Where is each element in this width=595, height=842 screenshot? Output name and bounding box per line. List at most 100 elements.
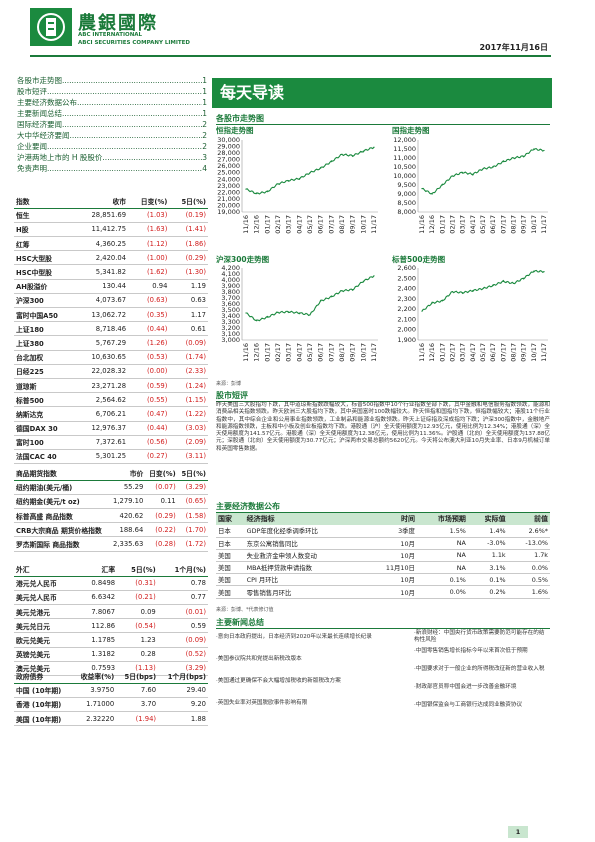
fx-row: 欧元兑美元 1.1785 1.23 (0.09) <box>14 632 208 648</box>
x-tick-label: 11/16 <box>242 343 250 362</box>
data-point <box>352 155 354 157</box>
data-point <box>523 277 525 279</box>
y-tick-label: 3,500 <box>221 306 240 314</box>
cell-value: 2.6%* <box>507 525 550 538</box>
fx-row: 英镑兑美元 1.3182 0.28 (0.52) <box>14 647 208 662</box>
x-tick-label: 02/17 <box>449 215 457 234</box>
data-point <box>288 311 290 313</box>
toc-item[interactable]: 免责声明 4 <box>17 163 207 174</box>
header-divider <box>30 55 551 57</box>
commodity-row: CRB大宗商品 期货价格指数 188.64 (0.22) (1.70) <box>14 522 208 538</box>
cell-value: 零售销售月环比 <box>244 585 365 599</box>
cell-value: (1.86) <box>169 236 208 252</box>
cell-value: (0.09) <box>169 335 208 351</box>
row-label: 富时中国A50 <box>14 307 76 323</box>
data-point <box>362 150 364 152</box>
toc-item[interactable]: 大中华经济要闻 2 <box>17 130 207 141</box>
x-tick-label: 08/17 <box>338 343 346 362</box>
cell-value: 0.0% <box>416 585 468 599</box>
column-header: 国家 <box>216 513 245 525</box>
row-label: 日本 <box>216 525 245 538</box>
fx-row: 港元兑人民币 0.8498 (0.31) 0.78 <box>14 576 208 591</box>
cell-value: 22,028.32 <box>75 364 129 379</box>
cell-value: NA <box>416 561 468 575</box>
cell-value: (1.94) <box>116 711 159 727</box>
index-row: 纳斯达克 6,706.21 (0.47) (1.22) <box>14 406 208 422</box>
toc-item[interactable]: 国际经济要闻 2 <box>17 119 207 130</box>
toc-label: 沪港两地上市的 H 股股价 <box>17 153 103 162</box>
row-label: 美元兑日元 <box>14 618 78 634</box>
index-row: 法国CAC 40 5,301.25 (0.27) (3.11) <box>14 449 208 465</box>
data-point <box>341 290 343 292</box>
cell-value: (0.59) <box>128 378 170 394</box>
row-label: 上证380 <box>14 335 76 351</box>
row-label: 沪深300 <box>14 293 76 309</box>
commentary-title: 股市短评 <box>216 390 550 402</box>
hscei-line-chart: 12,00011,50011,00010,50010,0009,5009,000… <box>393 136 548 234</box>
data-point <box>245 188 247 190</box>
x-tick-label: 04/17 <box>469 215 477 234</box>
x-tick-label: 12/16 <box>253 215 261 234</box>
toc-item[interactable]: 企业要闻 2 <box>17 141 207 152</box>
cell-value: (0.52) <box>157 647 208 662</box>
cell-value: 0.7593 <box>77 661 118 677</box>
news-title: 主要新闻总结 <box>216 617 550 629</box>
news-box: ·意向日本政府提出，日本经济到2020年以来最长连续增长纪录 ·美国参议院共和党提… <box>216 630 550 720</box>
index-row: HSC大型股 2,420.04 (1.00) (0.29) <box>14 250 208 266</box>
toc-item[interactable]: 主要经济数据公布 1 <box>17 97 207 108</box>
cell-value: (1.74) <box>169 350 208 365</box>
commentary-text: 昨天美国三大股指均下跌，其中道琼斯指数跌幅较大，标普500指数中10个行业指数全… <box>216 402 550 452</box>
data-point <box>502 161 504 163</box>
cell-value: (1.15) <box>169 392 208 408</box>
toc-item[interactable]: 沪港两地上市的 H 股股价 3 <box>17 152 207 163</box>
row-label: 道琼斯 <box>14 378 76 394</box>
cell-value: 0.8498 <box>77 576 118 591</box>
data-point <box>277 183 279 185</box>
cell-value: (0.01) <box>157 604 208 620</box>
row-label: 英镑兑美元 <box>14 647 78 662</box>
cell-value: 4,360.25 <box>75 236 129 252</box>
cell-value: 3.70 <box>116 697 159 713</box>
toc-label: 大中华经济要闻 <box>17 131 70 140</box>
data-point <box>543 271 545 273</box>
cell-value: 0.5% <box>507 573 550 587</box>
row-label: 美元兑人民币 <box>14 590 78 606</box>
cell-value: (0.00) <box>128 364 170 379</box>
toc-page: 1 <box>202 98 207 107</box>
toc-item[interactable]: 主要新闻总结 1 <box>17 108 207 119</box>
x-tick-label: 07/17 <box>499 343 507 362</box>
column-header: 5日(bps) <box>124 672 157 681</box>
toc-page: 4 <box>202 164 207 173</box>
x-tick-label: 02/17 <box>274 215 282 234</box>
toc-item[interactable]: 股市短评 1 <box>17 86 207 97</box>
page-number: 1 <box>508 826 528 838</box>
y-tick-label: 2,400 <box>397 285 416 293</box>
cell-value: 0.78 <box>157 576 208 591</box>
y-tick-label: 2,300 <box>397 295 416 303</box>
cell-value: (1.58) <box>177 508 208 524</box>
cell-value: (0.63) <box>128 293 170 309</box>
row-label: CRB大宗商品 期货价格指数 <box>14 522 110 538</box>
daily-banner: 每天导读 <box>212 78 552 108</box>
data-point <box>352 289 354 291</box>
cell-value: 1.23 <box>117 632 158 648</box>
bonds-table: 政府债券 收益率(%) 5日(bps) 1个月(bps) 中国 (10年期) 3.975… <box>14 669 208 727</box>
cell-value: 4,073.67 <box>75 293 129 309</box>
cell-value: 0.59 <box>157 618 208 634</box>
fx-row: 美元兑港元 7.8067 0.09 (0.01) <box>14 604 208 620</box>
y-tick-label: 3,300 <box>221 318 240 326</box>
toc-leader <box>77 97 202 108</box>
y-tick-label: 26,000 <box>217 162 240 170</box>
data-point <box>256 193 258 195</box>
cell-value: 1.3182 <box>77 647 118 662</box>
bond-row: 美国 (10年期) 2.32220 (1.94) 1.88 <box>14 711 208 727</box>
y-tick-label: 27,000 <box>217 156 240 164</box>
row-label: 纽约期油(美元/桶) <box>14 480 110 495</box>
x-tick-label: 08/17 <box>510 343 518 362</box>
cell-value: 112.86 <box>77 618 118 634</box>
toc-item[interactable]: 各股市走势图 1 <box>17 75 207 86</box>
y-tick-label: 24,000 <box>217 175 240 183</box>
cell-value: 10月 <box>364 585 417 599</box>
cell-value: (1.62) <box>128 264 170 280</box>
data-point <box>373 146 375 148</box>
